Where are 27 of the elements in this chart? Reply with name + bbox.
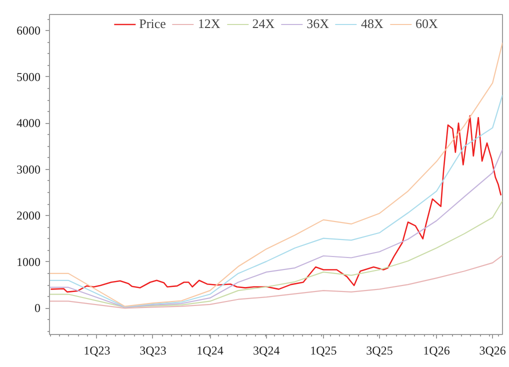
legend-label: 12X [198,16,220,32]
y-tick-label: 0 [34,301,40,316]
y-tick-label: 4000 [16,116,40,130]
y-tick-label: 2000 [16,208,40,223]
line-series [50,200,502,308]
y-tick-label: 6000 [16,24,40,38]
legend-label: Price [139,16,166,32]
line-series [50,94,502,308]
x-tick-label: 3Q23 [140,344,166,358]
x-tick-label: 3Q26 [479,344,506,358]
x-tick-label: 1Q24 [196,344,224,358]
y-tick-label: 5000 [16,70,40,84]
line-series [50,42,502,307]
line-series [50,254,502,309]
x-tick-label: 3Q24 [253,344,280,358]
y-tick-label: 3000 [16,162,40,176]
y-tick-label: 1000 [16,254,40,269]
x-tick-label: 1Q26 [423,344,450,358]
legend-label: 24X [252,16,275,32]
legend-label: 36X [306,16,330,32]
line-series [50,115,502,293]
legend-label: 48X [361,16,384,32]
legend-label: 60X [415,16,438,32]
x-tick-label: 1Q23 [84,344,110,358]
x-tick-label: 1Q25 [310,344,337,358]
x-tick-label: 3Q25 [366,344,393,358]
line-series [50,148,502,308]
